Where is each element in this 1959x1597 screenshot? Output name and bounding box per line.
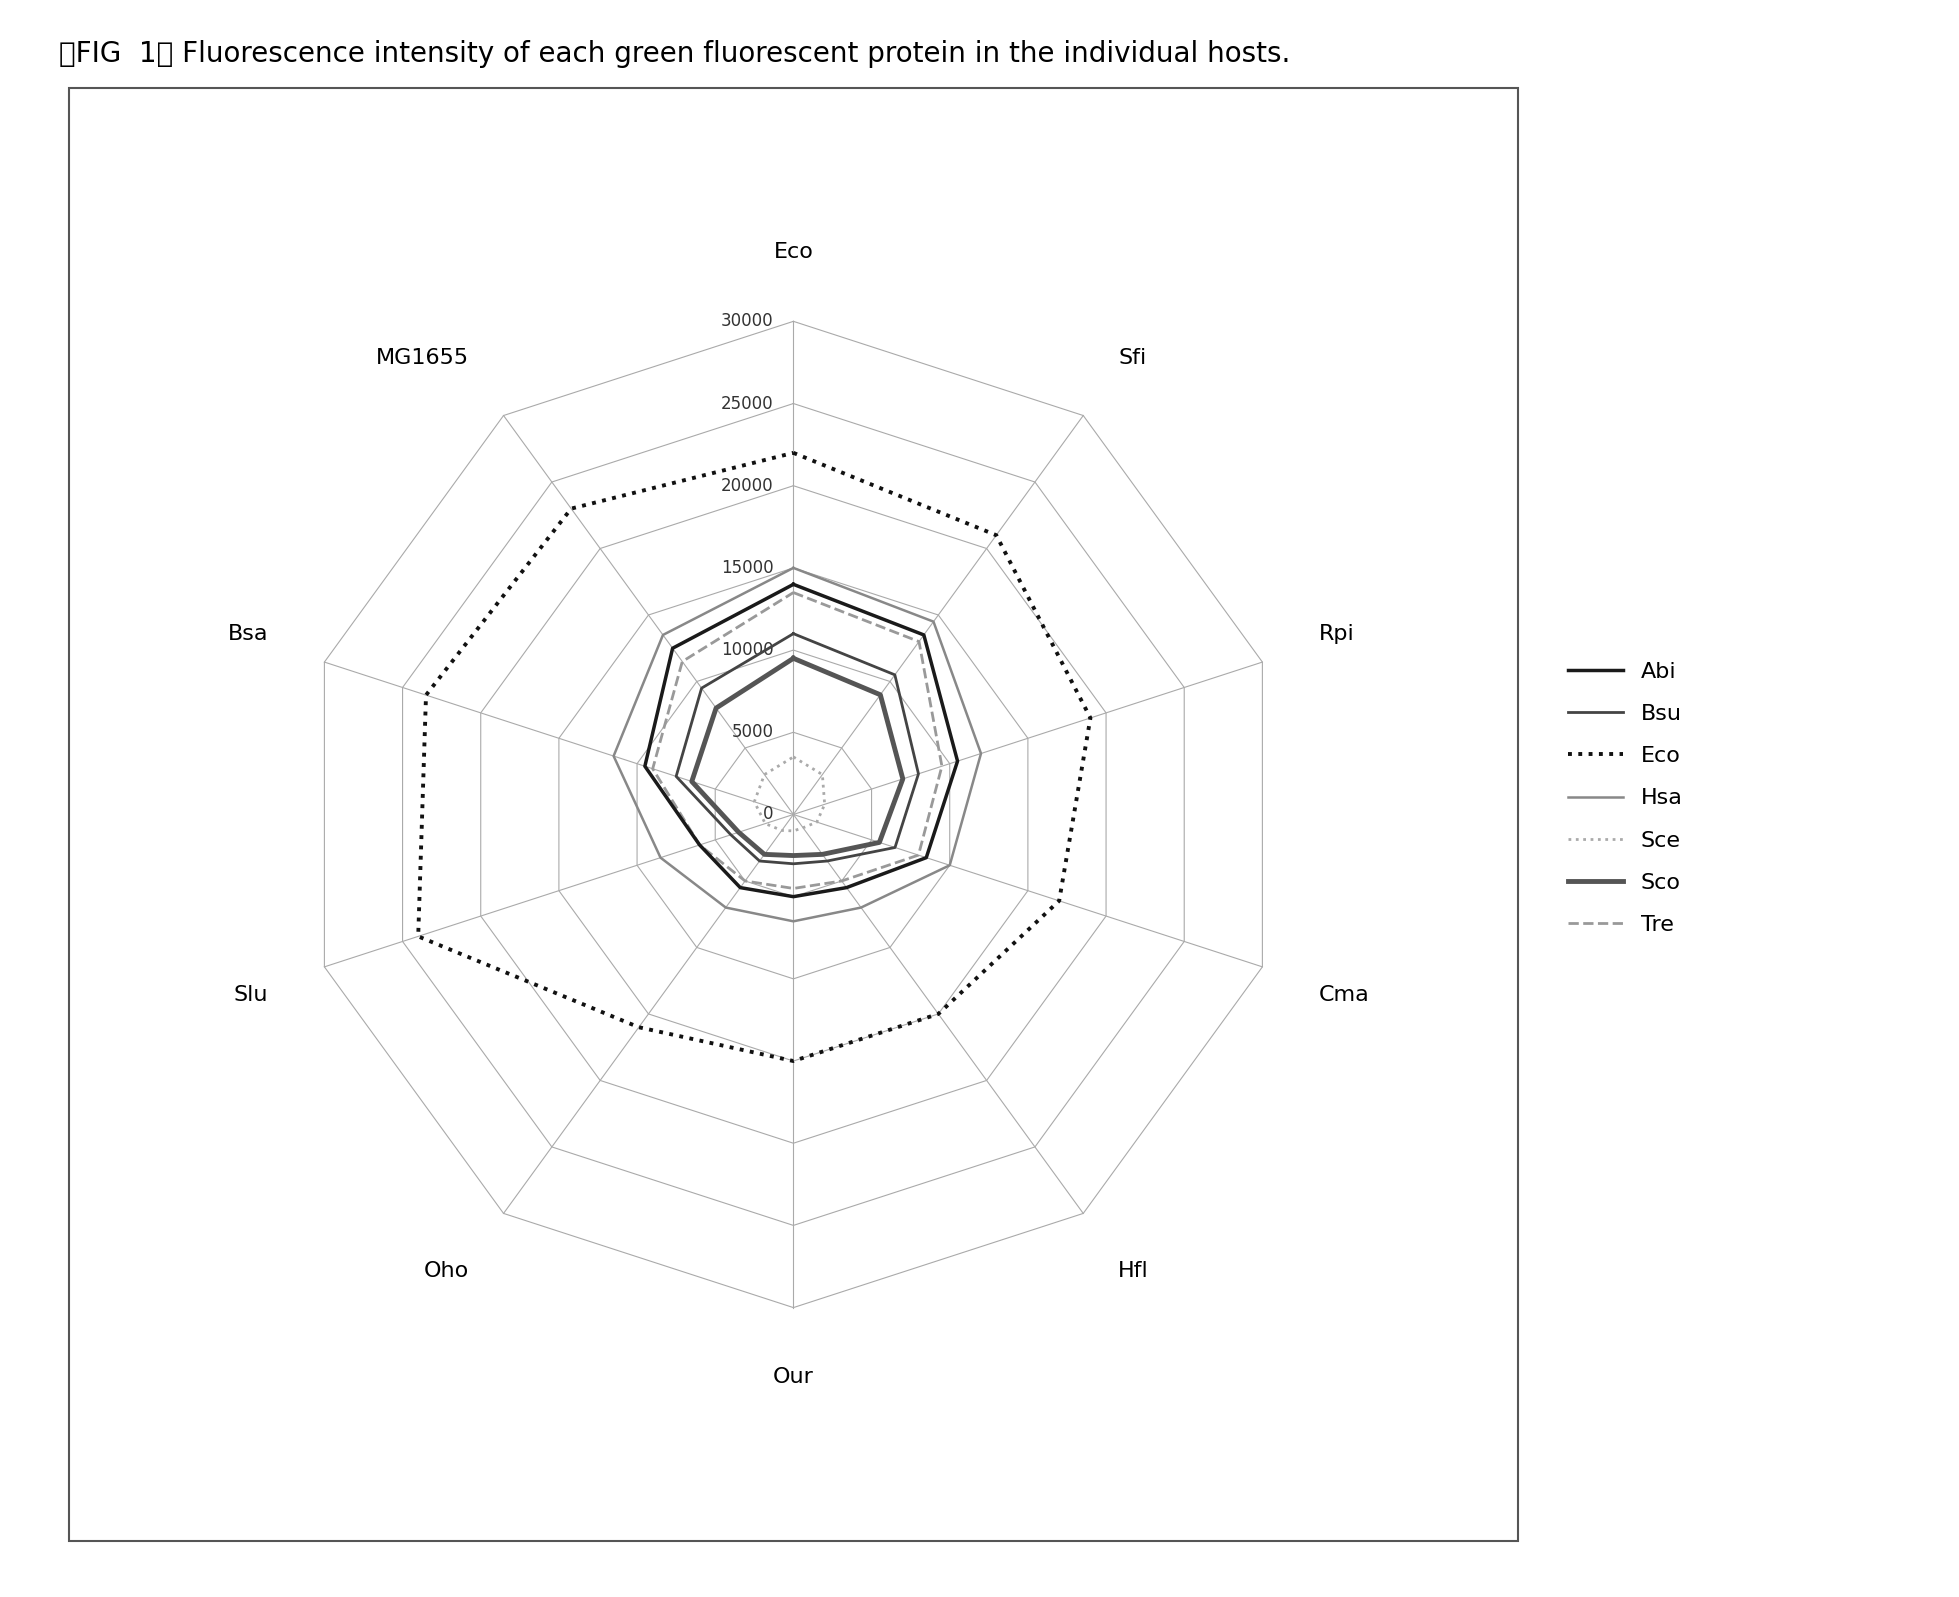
Text: Sfi: Sfi [1119, 348, 1146, 367]
Text: Slu: Slu [233, 985, 268, 1005]
Text: 30000: 30000 [721, 313, 774, 331]
Text: Eco: Eco [774, 243, 813, 262]
Text: Hfl: Hfl [1119, 1262, 1148, 1281]
Text: Bsa: Bsa [227, 624, 268, 644]
Legend: Abi, Bsu, Eco, Hsa, Sce, Sco, Tre: Abi, Bsu, Eco, Hsa, Sce, Sco, Tre [1559, 653, 1693, 944]
Text: 0: 0 [764, 805, 774, 824]
Text: Oho: Oho [423, 1262, 468, 1281]
Text: 15000: 15000 [721, 559, 774, 577]
Text: MG1655: MG1655 [376, 348, 468, 367]
Text: Rpi: Rpi [1318, 624, 1354, 644]
Text: Our: Our [774, 1367, 813, 1386]
Text: 25000: 25000 [721, 394, 774, 412]
Text: Cma: Cma [1318, 985, 1369, 1005]
Text: 20000: 20000 [721, 478, 774, 495]
Text: 10000: 10000 [721, 640, 774, 660]
Text: 5000: 5000 [731, 723, 774, 741]
Text: 【FIG  1】 Fluorescence intensity of each green fluorescent protein in the individ: 【FIG 1】 Fluorescence intensity of each g… [59, 40, 1291, 69]
